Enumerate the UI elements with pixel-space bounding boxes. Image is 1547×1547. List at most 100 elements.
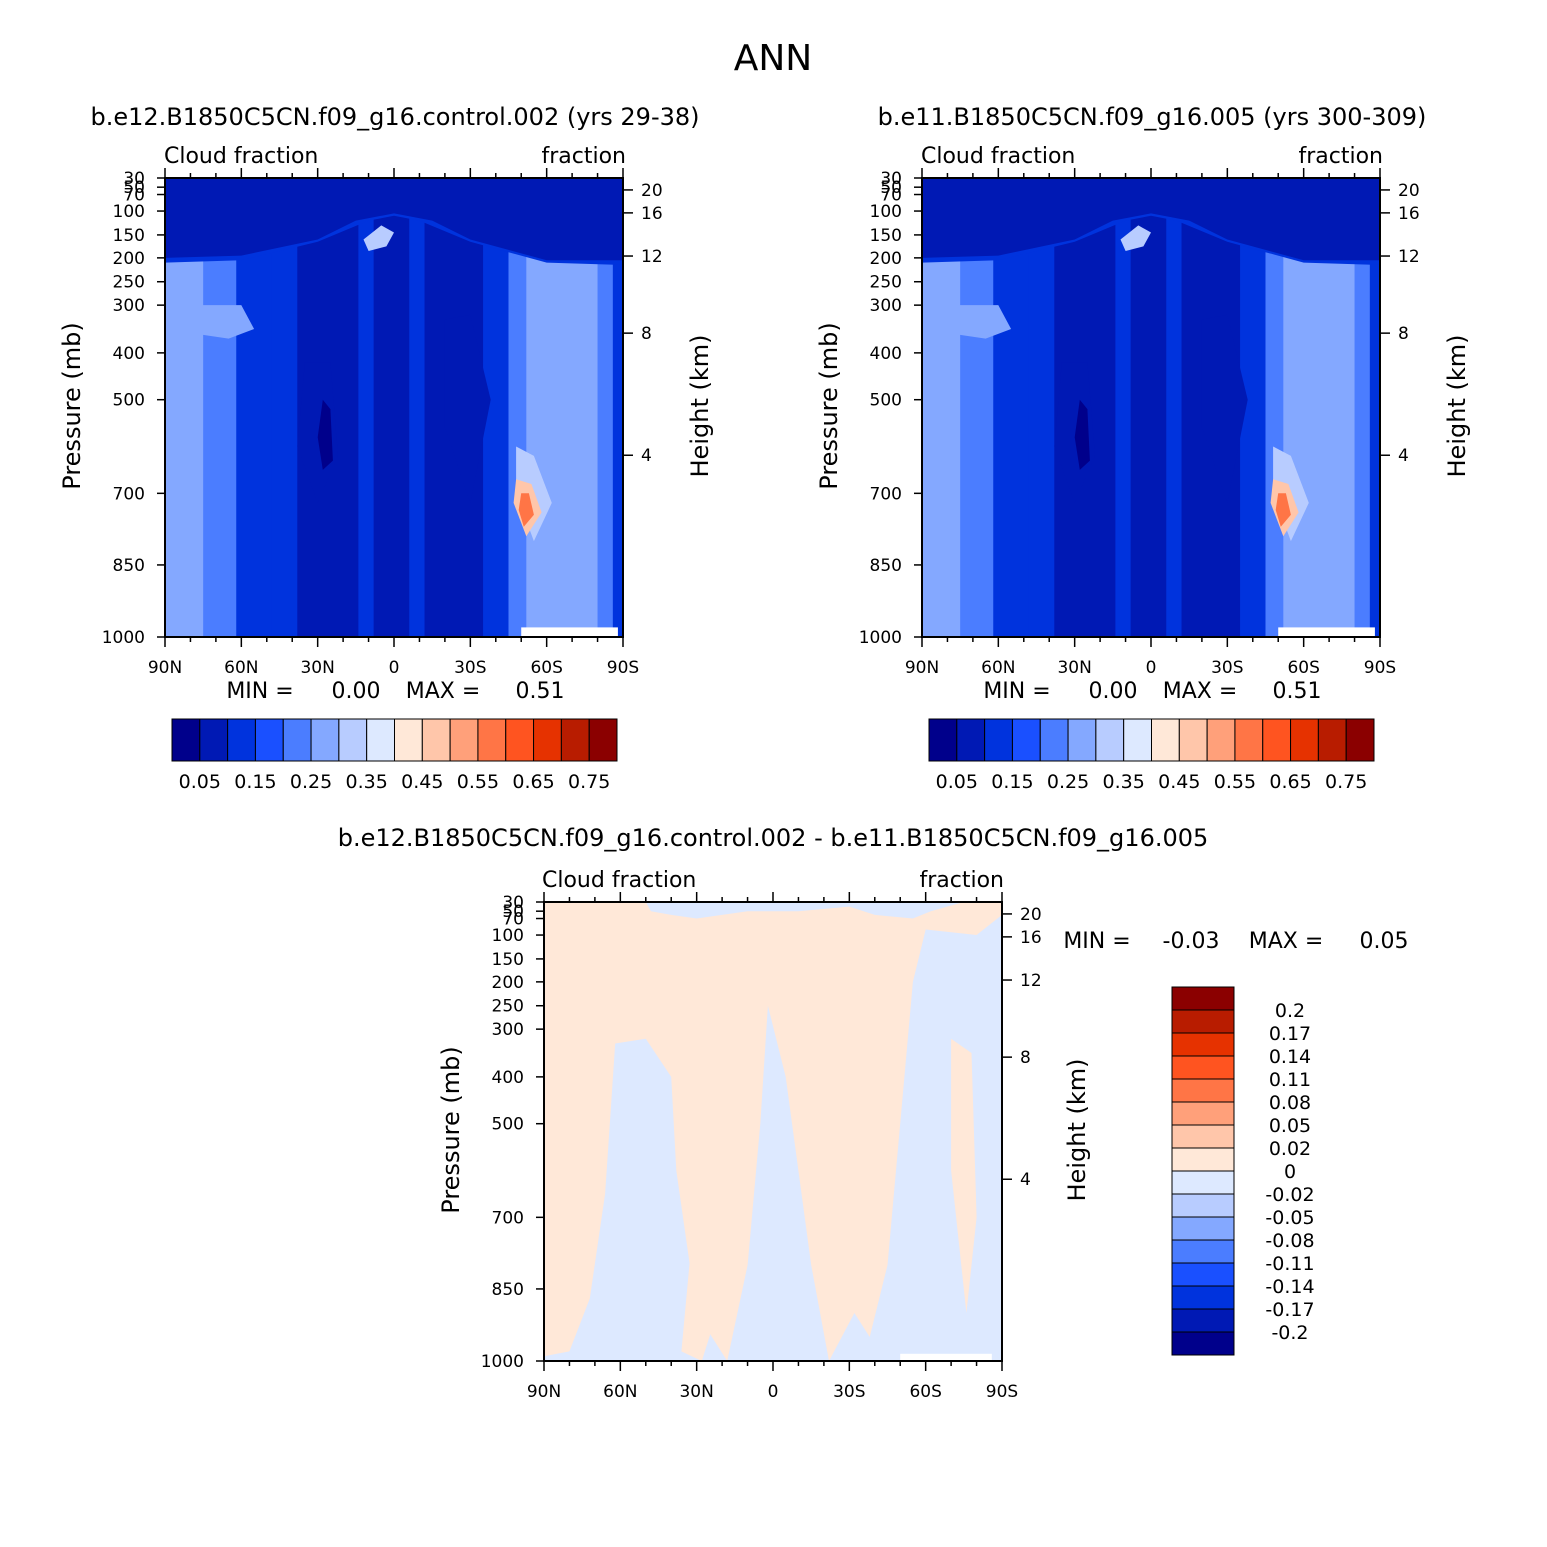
x-tick-label: 30S bbox=[833, 1382, 865, 1402]
min-value: 0.00 bbox=[332, 679, 381, 704]
colorbar-swatch bbox=[1171, 1308, 1235, 1333]
x-tick-label: 30N bbox=[679, 1382, 713, 1402]
cloud-fraction-label: Cloud fraction bbox=[921, 144, 1075, 169]
colorbar-swatch bbox=[1178, 718, 1208, 762]
colorbar-swatch bbox=[282, 718, 312, 762]
y2-tick-label: 12 bbox=[1398, 247, 1420, 267]
contour-region bbox=[317, 399, 333, 470]
y-tick-label: 250 bbox=[113, 273, 145, 293]
contour-band bbox=[358, 178, 375, 637]
contour-region bbox=[444, 314, 491, 503]
contour-region bbox=[1201, 314, 1248, 503]
y2-tick-label: 8 bbox=[641, 324, 652, 344]
x-tick-label: 60N bbox=[224, 658, 258, 678]
y2-tick-label: 16 bbox=[641, 204, 663, 224]
colorbar-swatch bbox=[1171, 1101, 1235, 1126]
y-tick-label: 250 bbox=[492, 997, 524, 1017]
panel-control: b.e12.B1850C5CN.f09_g16.control.002 (yrs… bbox=[58, 103, 714, 793]
colorbar-label: 0.65 bbox=[1269, 771, 1311, 793]
x-tick-label: 60S bbox=[909, 1382, 941, 1402]
y-tick-label: 300 bbox=[492, 1020, 524, 1040]
missing-data bbox=[900, 1353, 992, 1361]
cloud-fraction-label: Cloud fraction bbox=[164, 144, 318, 169]
colorbar-swatch bbox=[1171, 1055, 1235, 1080]
colorbar-swatch bbox=[956, 718, 986, 762]
contour-band bbox=[1028, 178, 1055, 637]
colorbar-label: 0.05 bbox=[1269, 1115, 1311, 1137]
colorbar-swatch bbox=[1345, 718, 1375, 762]
y-tick-label: 50 bbox=[502, 902, 524, 922]
contour-band bbox=[1369, 178, 1380, 637]
y2-tick-label: 20 bbox=[1398, 181, 1420, 201]
y-tick-label: 300 bbox=[113, 296, 145, 316]
colorbar-swatch bbox=[1123, 718, 1152, 762]
max-label: MAX = bbox=[406, 679, 481, 704]
y-tick-label: 100 bbox=[870, 202, 902, 222]
contour-region bbox=[544, 902, 1002, 1361]
colorbar-label: 0.75 bbox=[568, 771, 610, 793]
x-tick-label: 60N bbox=[981, 658, 1015, 678]
y2-tick-label: 16 bbox=[1398, 204, 1420, 224]
contour-region bbox=[681, 1226, 717, 1361]
colorbar-label: 0.11 bbox=[1269, 1069, 1311, 1091]
colorbar-swatch bbox=[227, 718, 256, 762]
min-label: MIN = bbox=[1063, 929, 1130, 954]
colorbar-swatch bbox=[1171, 1124, 1235, 1149]
y-axis-label: Pressure (mb) bbox=[437, 1046, 465, 1213]
colorbar-label: 0 bbox=[1284, 1161, 1296, 1183]
y2-tick-label: 4 bbox=[1020, 1170, 1031, 1190]
y2-tick-label: 16 bbox=[1020, 928, 1042, 948]
x-tick-label: 90N bbox=[148, 658, 182, 678]
colorbar-swatch bbox=[588, 718, 618, 762]
contour-band bbox=[409, 178, 426, 637]
contour-region bbox=[952, 305, 1012, 339]
y-tick-label: 100 bbox=[113, 202, 145, 222]
colorbar-label: 0.75 bbox=[1325, 771, 1367, 793]
colorbar-swatch bbox=[1171, 1239, 1235, 1264]
colorbar-label: 0.05 bbox=[179, 771, 221, 793]
y2-tick-label: 4 bbox=[641, 446, 652, 466]
max-value: 0.51 bbox=[1273, 679, 1322, 704]
missing-data bbox=[521, 627, 618, 637]
y-tick-label: 150 bbox=[492, 950, 524, 970]
x-tick-label: 90N bbox=[527, 1382, 561, 1402]
colorbar-swatch bbox=[1171, 1032, 1235, 1057]
contour-region bbox=[951, 1038, 977, 1313]
y-tick-label: 400 bbox=[113, 344, 145, 364]
colorbar-swatch bbox=[1171, 1170, 1235, 1195]
y-tick-label: 30 bbox=[880, 169, 902, 189]
colorbar-label: 0.35 bbox=[346, 771, 388, 793]
colorbar-swatch bbox=[1171, 1285, 1235, 1310]
colorbar: 0.05 0.15 0.25 0.35 0.45 0.55 0.65 0.75 bbox=[928, 718, 1375, 793]
contour-field bbox=[544, 902, 1002, 1361]
colorbar-label: 0.14 bbox=[1269, 1046, 1311, 1068]
y-tick-label: 30 bbox=[502, 893, 524, 913]
contour-band bbox=[373, 178, 410, 637]
colorbar-label: 0.55 bbox=[457, 771, 499, 793]
colorbar-swatch bbox=[199, 718, 229, 762]
colorbar-swatch bbox=[171, 718, 201, 762]
colorbar-swatch bbox=[1234, 718, 1264, 762]
y-tick-label: 50 bbox=[123, 178, 145, 198]
contour-region bbox=[195, 305, 255, 339]
y-tick-label: 200 bbox=[492, 973, 524, 993]
x-tick-label: 90S bbox=[1364, 658, 1396, 678]
x-tick-label: 90N bbox=[905, 658, 939, 678]
colorbar-swatch bbox=[310, 718, 340, 762]
y2-tick-label: 8 bbox=[1398, 324, 1409, 344]
y-tick-label: 200 bbox=[870, 249, 902, 269]
y-axis-label: Pressure (mb) bbox=[815, 322, 843, 489]
colorbar-swatch bbox=[1317, 718, 1347, 762]
y2-axis-label: Height (km) bbox=[1443, 335, 1471, 478]
colorbar-swatch bbox=[421, 718, 451, 762]
x-tick-label: 0 bbox=[389, 658, 400, 678]
colorbar-swatch bbox=[560, 718, 590, 762]
y2-axis-label: Height (km) bbox=[686, 335, 714, 478]
colorbar-label: 0.35 bbox=[1103, 771, 1145, 793]
contour-region bbox=[297, 362, 338, 503]
contour-band bbox=[1115, 178, 1132, 637]
colorbar-swatch bbox=[1151, 718, 1180, 762]
